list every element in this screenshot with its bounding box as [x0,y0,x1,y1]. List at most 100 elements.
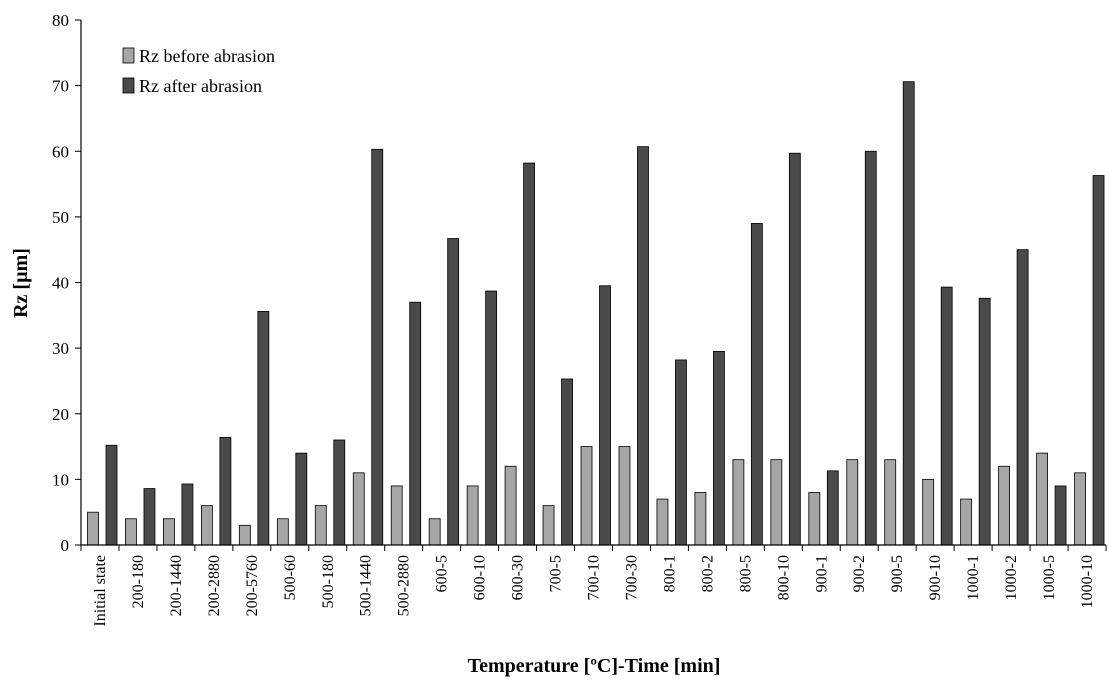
bar-before-abrasion [87,511,99,546]
x-tick-label: 800-5 [737,555,754,592]
legend: Rz before abrasion Rz after abrasion [122,46,275,96]
bar-after-abrasion [561,378,573,546]
y-tick-label: 50 [52,208,69,227]
y-tick-label: 20 [52,405,69,424]
legend-swatch [122,77,135,94]
bar-after-abrasion [409,301,422,546]
bar-before-abrasion [428,518,441,546]
bar-before-abrasion [998,465,1011,546]
bar-after-abrasion [940,286,953,546]
bar-after-abrasion [864,150,877,546]
x-tick-label: 200-2880 [206,555,223,616]
y-tick-label: 10 [52,470,69,489]
x-tick-label: 1000-2 [1003,555,1020,600]
bar-after-abrasion [637,146,649,546]
bar-after-abrasion [295,452,308,546]
bar-after-abrasion [978,297,991,546]
bar-before-abrasion [1074,472,1086,546]
x-tick-label: 900-1 [813,555,830,592]
x-tick-label: 500-2880 [396,555,413,616]
bar-before-abrasion [580,446,593,546]
x-tick-label: 200-180 [130,555,147,608]
bar-after-abrasion [826,470,839,546]
bar-before-abrasion [125,518,137,546]
bar-before-abrasion [276,518,289,546]
legend-swatch [122,47,135,64]
bar-after-abrasion [181,483,194,546]
x-tick-label: 900-2 [851,555,868,592]
bar-after-abrasion [371,148,384,546]
x-tick-label: Initial state [92,555,109,627]
bar-after-abrasion [675,359,687,546]
x-tick-label: 200-1440 [168,555,185,616]
y-axis: 0 10 20 30 40 50 60 70 80 [52,11,82,555]
y-tick-label: 40 [52,274,69,293]
bar-before-abrasion [504,465,517,546]
bar-after-abrasion [902,81,915,546]
y-tick-label: 0 [61,536,70,555]
x-tick-label: 800-1 [661,555,678,592]
bar-before-abrasion [884,459,897,546]
x-axis: Initial state 200-180 200-1440 200-2880 200-… [80,544,1107,627]
bar-after-abrasion [1016,249,1029,546]
x-tick-label: 1000-1 [965,555,982,600]
bar-before-abrasion [238,524,251,546]
bar-before-abrasion [314,505,327,546]
x-tick-label: 800-10 [775,555,792,600]
bar-before-abrasion [390,485,403,546]
bar-after-abrasion [750,223,763,546]
y-axis-title: Rz [µm] [10,248,32,318]
x-tick-label: 200-5760 [244,555,261,616]
bar-before-abrasion [960,498,973,546]
bar-after-abrasion [713,351,725,546]
bar-before-abrasion [542,505,555,546]
x-tick-label: 1000-5 [1041,555,1058,600]
legend-label: Rz before abrasion [139,46,275,66]
x-tick-label: 500-60 [282,555,299,600]
x-tick-label: 800-2 [699,555,716,592]
bar-after-abrasion [219,436,232,546]
x-tick-label: 500-1440 [358,555,375,616]
x-tick-label: 700-30 [623,555,640,600]
x-tick-label: 500-180 [320,555,337,608]
x-tick-label: 700-10 [586,555,603,600]
bar-before-abrasion [163,518,175,546]
x-tick-label: 600-30 [510,555,527,600]
bar-before-abrasion [694,492,707,546]
legend-label: Rz after abrasion [139,76,262,96]
bar-after-abrasion [788,152,801,546]
bar-after-abrasion [485,290,498,546]
x-tick-label: 900-10 [927,555,944,600]
x-tick-label: 900-5 [889,555,906,592]
y-tick-label: 60 [52,142,69,161]
y-tick-label: 70 [52,77,69,96]
bar-before-abrasion [466,485,479,546]
x-tick-label: 1000-10 [1079,555,1096,608]
x-tick-label: 700-5 [548,555,565,592]
bar-after-abrasion [333,439,346,546]
x-tick-label: 600-5 [434,555,451,592]
bar-before-abrasion [618,446,631,546]
bar-after-abrasion [447,238,460,546]
bar-before-abrasion [770,459,783,546]
x-axis-title: Temperature [ºC]-Time [min] [468,655,721,677]
y-tick-label: 30 [52,339,69,358]
bar-before-abrasion [656,498,669,546]
y-tick-label: 80 [52,11,69,30]
bar-before-abrasion [808,492,821,546]
bar-before-abrasion [352,472,365,546]
bar-after-abrasion [523,162,535,546]
bar-after-abrasion [257,310,270,546]
bar-before-abrasion [200,505,213,546]
bar-after-abrasion [599,285,611,546]
x-tick-label: 600-10 [472,555,489,600]
bar-before-abrasion [922,478,935,546]
bar-before-abrasion [846,459,859,546]
bar-after-abrasion [1092,175,1105,546]
bar-before-abrasion [1036,452,1048,546]
bar-after-abrasion [143,488,156,546]
bar-after-abrasion [1054,485,1067,546]
bar-after-abrasion [105,444,118,546]
bar-before-abrasion [732,459,745,546]
